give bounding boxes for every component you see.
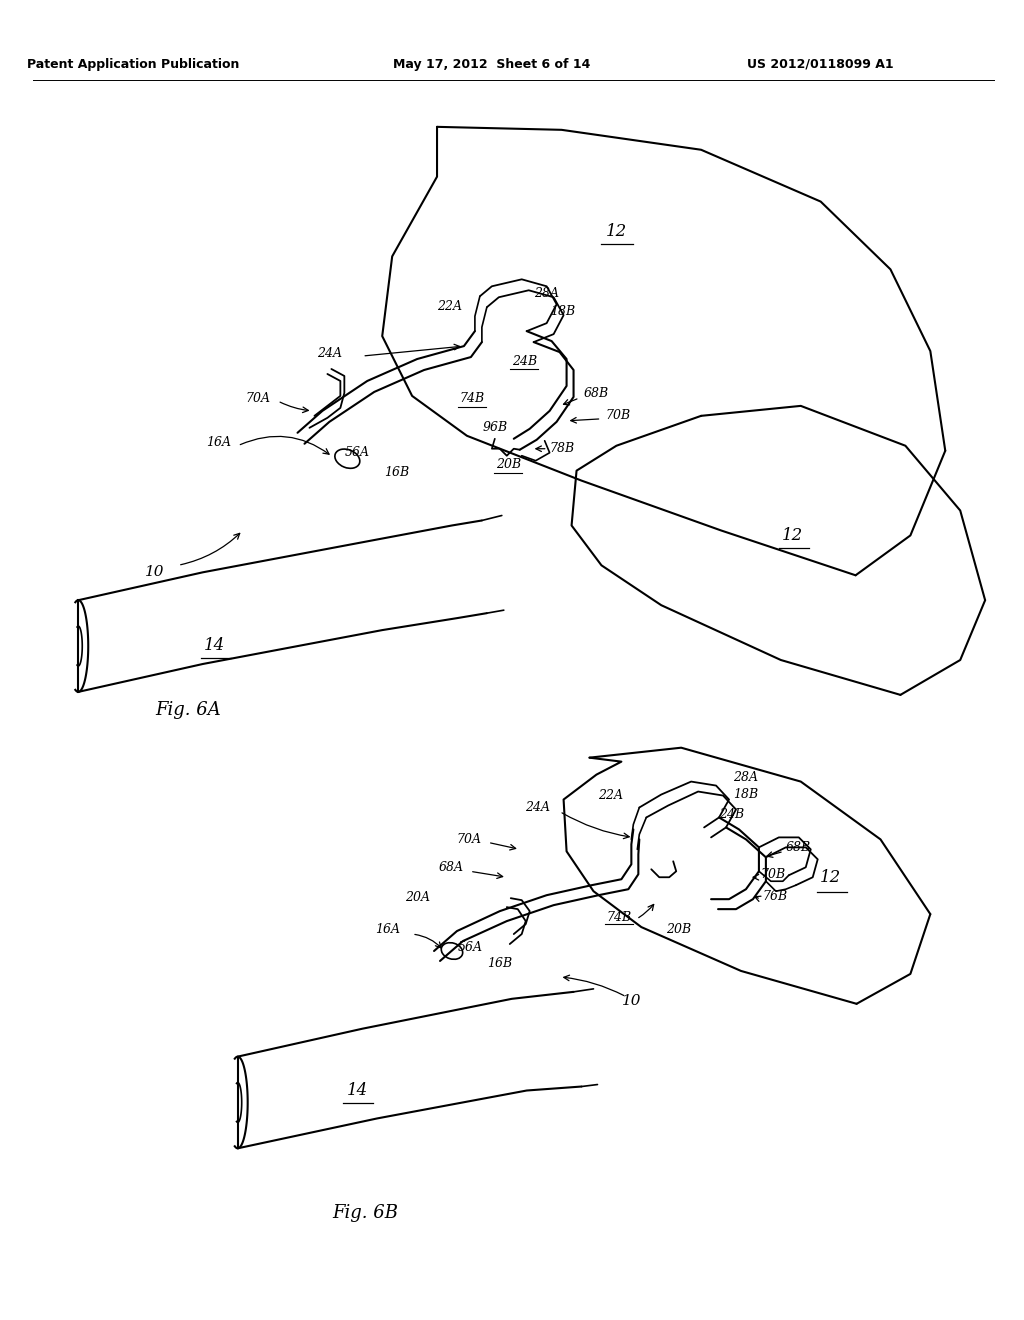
- Text: 20B: 20B: [496, 458, 521, 471]
- Text: 68B: 68B: [785, 841, 811, 854]
- Text: 20A: 20A: [406, 891, 430, 904]
- Text: 28A: 28A: [733, 771, 758, 784]
- Text: 12: 12: [782, 527, 804, 544]
- Text: 70A: 70A: [457, 833, 482, 846]
- Text: 10: 10: [145, 565, 165, 579]
- Text: 16A: 16A: [375, 923, 400, 936]
- Text: 18B: 18B: [733, 788, 758, 801]
- Text: 14: 14: [347, 1082, 368, 1100]
- Text: 96B: 96B: [482, 421, 507, 434]
- Text: 12: 12: [606, 223, 627, 240]
- Text: 74B: 74B: [460, 392, 484, 405]
- Text: 10: 10: [622, 994, 641, 1008]
- Text: 20B: 20B: [667, 923, 691, 936]
- Text: 18B: 18B: [550, 305, 574, 318]
- Text: 56A: 56A: [458, 941, 482, 953]
- Text: 74B: 74B: [607, 911, 632, 924]
- Text: Fig. 6B: Fig. 6B: [332, 1204, 398, 1222]
- Text: 70B: 70B: [605, 409, 631, 422]
- Text: 78B: 78B: [550, 442, 574, 455]
- Text: 12: 12: [820, 869, 842, 886]
- Text: 24A: 24A: [524, 801, 550, 814]
- Text: 28A: 28A: [534, 286, 559, 300]
- Text: US 2012/0118099 A1: US 2012/0118099 A1: [748, 58, 894, 70]
- Text: 70A: 70A: [246, 392, 270, 405]
- Text: 16B: 16B: [385, 466, 410, 479]
- Text: 16B: 16B: [487, 957, 512, 970]
- Text: 76B: 76B: [763, 890, 788, 903]
- Text: 24A: 24A: [317, 347, 342, 359]
- Text: Fig. 6A: Fig. 6A: [155, 701, 221, 719]
- Text: 56A: 56A: [345, 446, 370, 459]
- Text: 22A: 22A: [598, 789, 624, 803]
- Text: Patent Application Publication: Patent Application Publication: [27, 58, 240, 70]
- Text: 24B: 24B: [719, 808, 744, 821]
- Text: 16A: 16A: [206, 436, 230, 449]
- Text: May 17, 2012  Sheet 6 of 14: May 17, 2012 Sheet 6 of 14: [393, 58, 591, 70]
- Text: 24B: 24B: [512, 355, 537, 367]
- Text: 68B: 68B: [584, 387, 608, 400]
- Text: 70B: 70B: [761, 867, 786, 880]
- Text: 68A: 68A: [439, 861, 464, 874]
- Text: 14: 14: [204, 636, 225, 653]
- Text: 22A: 22A: [437, 300, 462, 313]
